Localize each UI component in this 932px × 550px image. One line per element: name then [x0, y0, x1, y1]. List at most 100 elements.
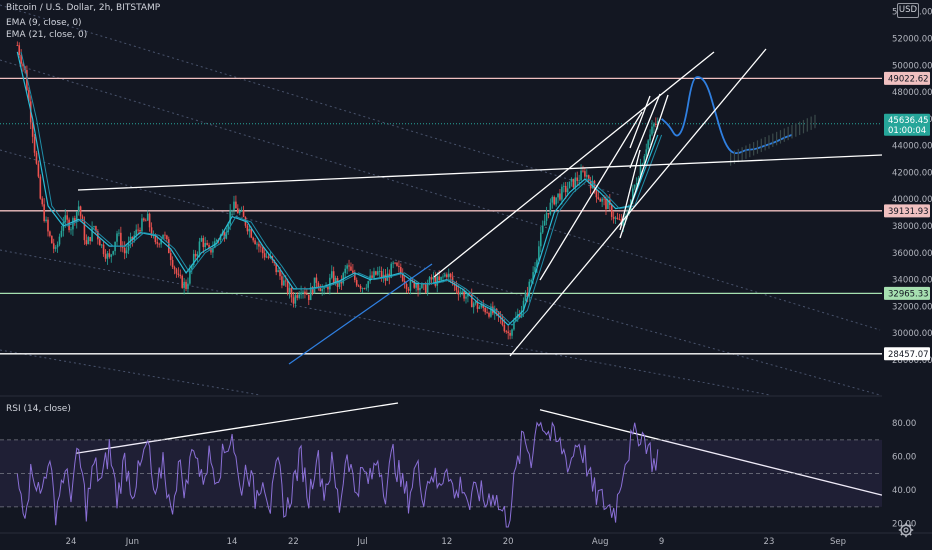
candle-body-47 — [106, 253, 109, 259]
candle-body-56 — [123, 247, 126, 254]
candle-body-171 — [344, 268, 347, 274]
ema-21-legend[interactable]: EMA (21, close, 0) — [6, 30, 88, 40]
trendline-1 — [433, 51, 715, 278]
candle-body-20 — [54, 247, 57, 249]
candle-body-259 — [513, 321, 515, 330]
candle-body-38 — [89, 237, 91, 242]
trendline-4 — [619, 94, 669, 239]
candle-body-274 — [541, 225, 544, 233]
price-tick-label: 40000.00 — [892, 195, 932, 205]
candle-body-52 — [116, 233, 118, 242]
candle-body-111 — [229, 210, 231, 225]
candle-body-285 — [562, 185, 565, 187]
candle-body-330 — [649, 134, 651, 141]
time-tick-label: Jun — [125, 537, 139, 547]
candle-body-86 — [181, 275, 184, 288]
candle-body-241 — [478, 307, 481, 309]
candle-body-296 — [584, 171, 586, 177]
candle-body-22 — [58, 236, 61, 245]
currency-badge[interactable]: USD — [897, 3, 919, 18]
candle-body-60 — [131, 236, 134, 241]
candle-body-177 — [355, 279, 358, 286]
candle-body-5 — [26, 70, 28, 91]
candle-body-185 — [371, 275, 373, 278]
candle-body-148 — [300, 292, 302, 295]
level-price-tag — [884, 71, 930, 85]
candle-body-101 — [210, 248, 212, 253]
candle-body-1 — [18, 45, 21, 55]
candle-body-267 — [528, 281, 531, 297]
candle-body-19 — [52, 243, 55, 249]
candle-body-45 — [102, 244, 105, 255]
candle-body-238 — [472, 303, 475, 308]
candle-body-116 — [238, 211, 241, 214]
candle-body-32 — [77, 206, 80, 212]
rsi-pane — [0, 395, 932, 528]
candle-body-172 — [346, 265, 348, 269]
candle-body-313 — [616, 217, 619, 220]
candle-body-0 — [16, 45, 19, 46]
projection-path — [660, 76, 816, 166]
candle-body-59 — [129, 236, 132, 243]
candle-body-63 — [137, 229, 139, 231]
trendline-5 — [629, 95, 651, 149]
candle-body-290 — [572, 178, 575, 188]
countdown-label: 01:00:04 — [888, 126, 926, 136]
candle-body-258 — [511, 329, 513, 336]
candle-body-233 — [463, 291, 465, 299]
candle-body-225 — [447, 273, 450, 278]
candle-body-287 — [566, 188, 569, 193]
candle-body-88 — [185, 281, 187, 289]
rsi-trendline-up — [75, 402, 399, 454]
candle-body-80 — [169, 253, 172, 260]
symbol-title: Bitcoin / U.S. Dollar, 2h, BITSTAMP — [6, 3, 161, 13]
candle-body-160 — [323, 287, 325, 289]
ema-9-legend[interactable]: EMA (9, close, 0) — [6, 18, 82, 28]
time-axis[interactable]: 24 Jun 14 22 Jul 12 20 Aug 9 23 Sep — [0, 532, 932, 547]
candle-body-117 — [240, 210, 243, 212]
candle-body-131 — [267, 256, 270, 258]
candle-body-69 — [148, 213, 151, 228]
candle-body-282 — [557, 193, 559, 198]
candle-body-6 — [28, 90, 30, 102]
candle-body-297 — [586, 175, 588, 177]
candle-body-145 — [294, 295, 297, 304]
candle-body-305 — [601, 198, 603, 202]
candle-body-235 — [467, 292, 469, 297]
candle-body-8 — [31, 122, 34, 137]
candle-body-273 — [539, 232, 542, 247]
candle-body-124 — [254, 240, 256, 245]
candle-body-231 — [459, 292, 462, 295]
candle-body-266 — [526, 293, 529, 297]
candle-body-178 — [357, 285, 360, 287]
price-tick-label: 32000.00 — [892, 302, 932, 312]
candle-body-333 — [655, 123, 657, 126]
candle-body-76 — [162, 234, 164, 240]
candle-body-150 — [304, 291, 306, 295]
price-tick-label: 36000.00 — [892, 249, 932, 259]
candle-body-180 — [361, 288, 364, 289]
rsi-legend[interactable]: RSI (14, close) — [6, 404, 71, 414]
axis-bg — [882, 0, 932, 550]
candle-body-280 — [553, 196, 556, 205]
candle-body-207 — [413, 281, 416, 288]
candle-body-211 — [421, 283, 423, 288]
candle-body-100 — [208, 245, 210, 249]
candle-body-277 — [547, 213, 550, 215]
price-axis[interactable]: 28000.00 30000.00 32000.00 34000.00 36000.00… — [882, 0, 932, 550]
gear-icon[interactable] — [898, 522, 914, 538]
candle-body-208 — [415, 283, 417, 288]
horizontal-levels — [0, 77, 882, 355]
candle-body-175 — [352, 270, 354, 273]
candle-body-220 — [438, 276, 440, 281]
trendlines[interactable] — [75, 48, 883, 496]
candle-body-272 — [538, 246, 540, 261]
candle-body-243 — [482, 304, 485, 308]
candle-body-301 — [593, 180, 596, 190]
candle-body-216 — [430, 277, 433, 280]
time-tick-label: 22 — [288, 537, 299, 547]
time-tick-label: 9 — [659, 537, 664, 547]
candle-body-10 — [35, 152, 38, 164]
